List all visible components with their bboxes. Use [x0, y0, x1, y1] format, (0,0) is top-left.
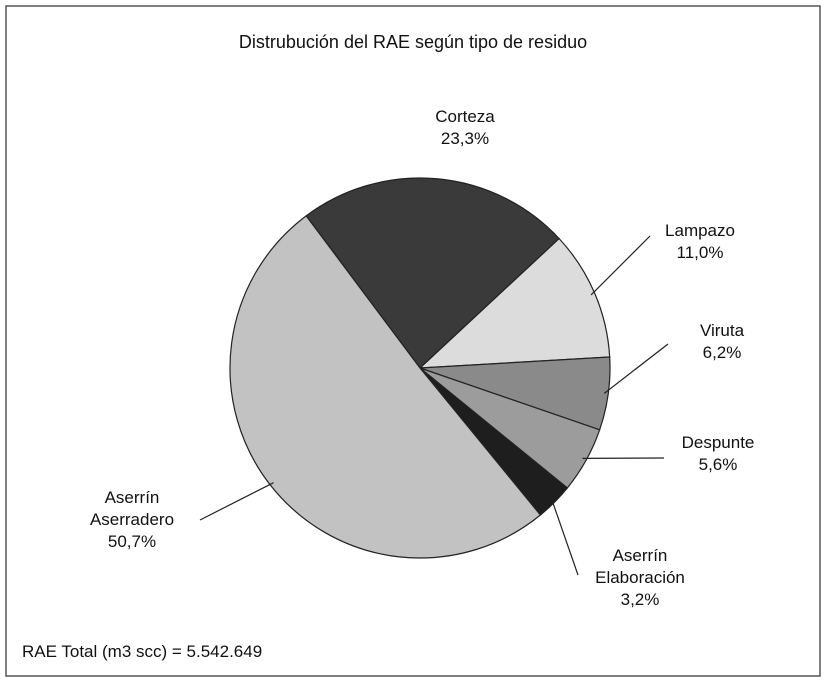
pie-slice: [229, 215, 542, 559]
value-label: 3,2%: [620, 590, 660, 609]
chart-title: Distrubución del RAE según tipo de resid…: [238, 32, 588, 52]
data-label: Corteza 23,3%: [405, 106, 525, 150]
value-label: 50,7%: [107, 532, 157, 551]
value-label: 23,3%: [440, 129, 490, 148]
pie-slice: [418, 237, 611, 369]
data-label: Lampazo 11,0%: [640, 220, 760, 264]
value-label: 11,0%: [676, 243, 724, 262]
data-label: Despunte 5,6%: [663, 432, 773, 476]
category-label: Despunte: [681, 433, 755, 452]
leader-line: [551, 499, 579, 576]
data-label: Aserrín Elaboración 3,2%: [575, 545, 705, 611]
leader-line: [603, 343, 669, 394]
category-label: Aserrín Elaboración: [595, 546, 685, 587]
value-label: 5,6%: [698, 455, 738, 474]
category-label: Aserrín Aserradero: [89, 488, 175, 529]
annotation: RAE Total (m3 scc) = 5.542.649: [22, 642, 263, 661]
pie-slice: [305, 177, 560, 369]
leader-line: [590, 235, 651, 296]
data-label: Aserrín Aserradero 50,7%: [77, 487, 187, 553]
category-label: Lampazo: [665, 221, 735, 240]
category-label: Viruta: [699, 321, 745, 340]
category-label: Corteza: [435, 107, 495, 126]
value-label: 6,2%: [702, 343, 742, 362]
data-label: Viruta 6,2%: [672, 320, 772, 364]
leader-line: [199, 482, 274, 521]
